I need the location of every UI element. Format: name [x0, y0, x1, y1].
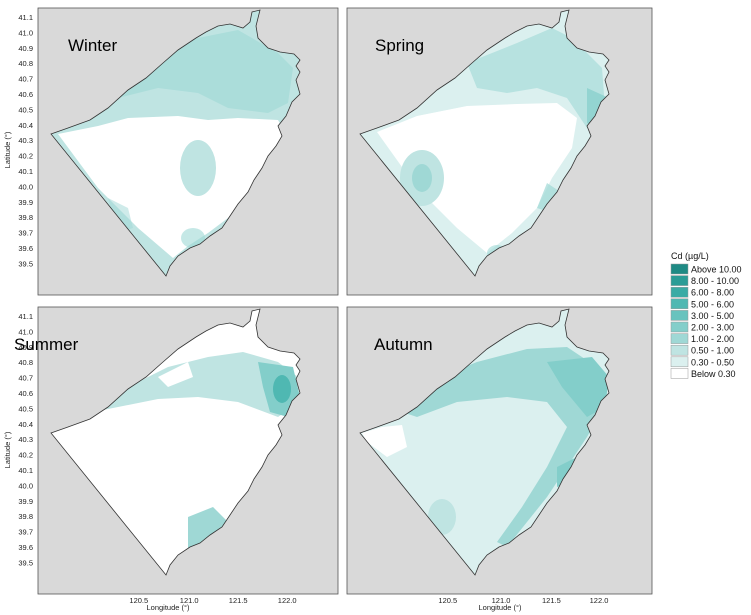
latitude-tick-label-bottom: 40.9	[18, 343, 33, 352]
legend-entry-label: 2.00 - 3.00	[691, 323, 734, 333]
legend-swatch	[670, 333, 689, 344]
panel-summer-label: Summer	[14, 335, 79, 354]
latitude-tick-label-top: 40.8	[18, 59, 33, 68]
panel-winter-label: Winter	[68, 36, 117, 55]
legend-entry-label: 6.00 - 8.00	[691, 288, 734, 298]
latitude-tick-label-bottom: 39.6	[18, 543, 33, 552]
panel-autumn: Autumn	[346, 306, 653, 595]
legend-swatch	[670, 298, 689, 310]
latitude-tick-label-top: 40.9	[18, 44, 33, 53]
latitude-tick-label-top: 39.6	[18, 244, 33, 253]
legend-entry-label: 0.50 - 1.00	[691, 346, 734, 356]
latitude-tick-label-top: 39.9	[18, 198, 33, 207]
latitude-ticks-bottom: 41.1 41.0 40.9 40.8 40.7 40.6 40.5 40.4 40.3 40.2…	[18, 312, 33, 567]
latitude-tick-label-top: 41.0	[18, 28, 33, 37]
latitude-axis-title-bottom: Latitude (°)	[3, 431, 12, 468]
legend-swatch	[670, 356, 689, 368]
legend-title: Cd (µg/L)	[671, 251, 709, 261]
legend-swatch	[670, 368, 689, 379]
longitude-ticks: 120.5 121.0 121.5 122.0 120.5 121.0 121.5 122.0	[129, 596, 608, 605]
longitude-tick-label: 121.5	[542, 596, 561, 605]
legend-entry-label: Above 10.00	[691, 265, 742, 275]
latitude-ticks-top: 41.1 41.0 40.9 40.8 40.7 40.6 40.5 40.4 40.3 40.2…	[18, 13, 33, 268]
latitude-tick-label-bottom: 39.9	[18, 497, 33, 506]
legend-swatch	[670, 344, 689, 356]
latitude-tick-label-bottom: 39.8	[18, 512, 33, 521]
legend-entry-label: 3.00 - 5.00	[691, 311, 734, 321]
panel-spring-label: Spring	[375, 36, 424, 55]
latitude-tick-label-top: 40.1	[18, 167, 33, 176]
latitude-tick-label-top: 40.2	[18, 152, 33, 161]
longitude-tick-label: 121.0	[492, 596, 511, 605]
longitude-tick-label: 122.0	[590, 596, 609, 605]
latitude-tick-label-top: 39.7	[18, 229, 33, 238]
legend-entry-label: 5.00 - 6.00	[691, 299, 734, 309]
latitude-tick-label-bottom: 40.4	[18, 420, 33, 429]
legend-swatch	[670, 310, 689, 321]
panel-autumn-label: Autumn	[374, 335, 433, 354]
longitude-tick-label: 121.0	[180, 596, 199, 605]
latitude-tick-label-top: 40.7	[18, 75, 33, 84]
legend-swatch	[670, 275, 689, 286]
latitude-tick-label-top: 39.8	[18, 213, 33, 222]
latitude-tick-label-bottom: 40.0	[18, 481, 33, 490]
latitude-tick-label-top: 40.4	[18, 121, 33, 130]
latitude-tick-label-top: 41.1	[18, 13, 33, 22]
latitude-tick-label-bottom: 40.8	[18, 358, 33, 367]
latitude-tick-label-bottom: 41.0	[18, 327, 33, 336]
legend-swatch	[670, 263, 689, 275]
longitude-axis-title-left: Longitude (°)	[146, 603, 190, 612]
legend-swatch	[670, 286, 689, 298]
latitude-tick-label-bottom: 40.6	[18, 389, 33, 398]
latitude-tick-label-top: 40.3	[18, 136, 33, 145]
panel-winter: Winter	[37, 7, 339, 296]
longitude-axis-title-right: Longitude (°)	[478, 603, 522, 612]
legend-entry-label: Below 0.30	[691, 369, 736, 379]
legend: Cd (µg/L) Above 10.008.00 - 10.00 6.00 - …	[670, 251, 742, 379]
latitude-tick-label-bottom: 41.1	[18, 312, 33, 321]
latitude-tick-label-bottom: 40.3	[18, 435, 33, 444]
latitude-tick-label-bottom: 39.7	[18, 528, 33, 537]
longitude-tick-label: 120.5	[129, 596, 148, 605]
longitude-tick-label: 120.5	[438, 596, 457, 605]
latitude-tick-label-bottom: 40.2	[18, 451, 33, 460]
latitude-axis-title-top: Latitude (°)	[3, 131, 12, 168]
latitude-tick-label-top: 40.6	[18, 90, 33, 99]
latitude-tick-label-bottom: 40.7	[18, 374, 33, 383]
legend-entry-label: 1.00 - 2.00	[691, 334, 734, 344]
latitude-tick-label-bottom: 40.5	[18, 404, 33, 413]
latitude-tick-label-top: 40.0	[18, 182, 33, 191]
latitude-tick-label-bottom: 39.5	[18, 558, 33, 567]
panel-spring: Spring	[346, 7, 653, 296]
legend-swatch	[670, 321, 689, 333]
legend-entry-label: 8.00 - 10.00	[691, 276, 739, 286]
panel-summer: Summer	[14, 306, 339, 595]
latitude-tick-label-top: 40.5	[18, 105, 33, 114]
latitude-tick-label-top: 39.5	[18, 259, 33, 268]
latitude-tick-label-bottom: 40.1	[18, 466, 33, 475]
legend-entry-label: 0.30 - 0.50	[691, 357, 734, 367]
longitude-tick-label: 122.0	[278, 596, 297, 605]
longitude-tick-label: 121.5	[229, 596, 248, 605]
